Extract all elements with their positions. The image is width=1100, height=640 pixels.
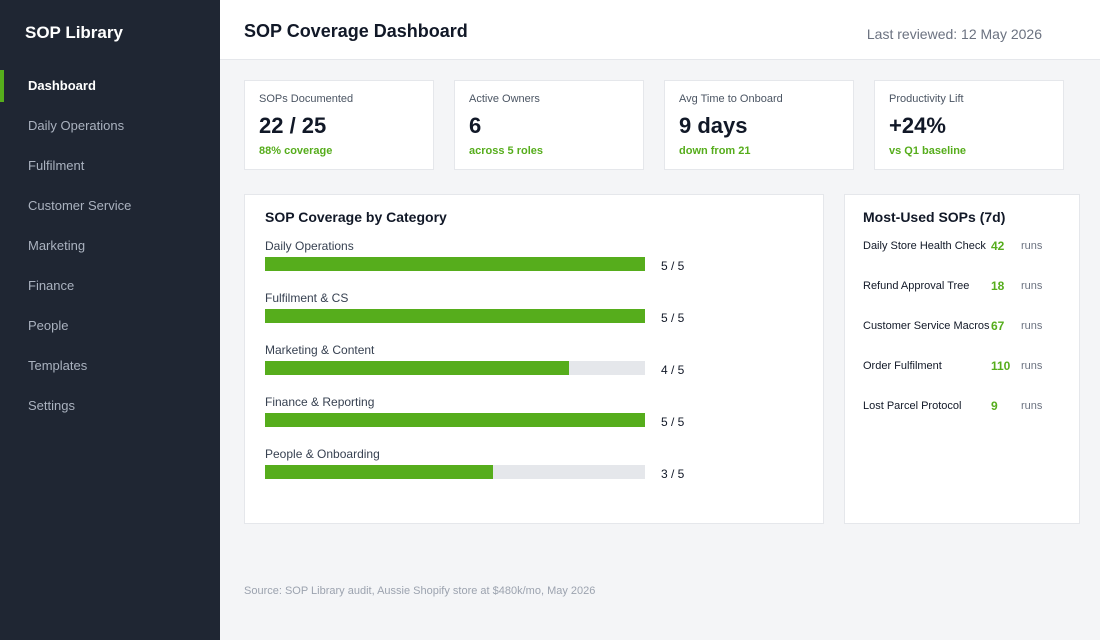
coverage-panel-title: SOP Coverage by Category <box>265 209 447 225</box>
sop-row[interactable]: Refund Approval Tree 18 runs <box>863 279 1063 296</box>
coverage-bar-fill <box>265 309 645 323</box>
category-label: Finance & Reporting <box>265 395 375 409</box>
coverage-bar-track <box>265 361 645 375</box>
coverage-bar-track <box>265 309 645 323</box>
sop-run-count: 18 <box>991 279 1005 293</box>
category-row-finance-reporting: Finance & Reporting 5 / 5 <box>265 395 705 435</box>
category-row-fulfilment-cs: Fulfilment & CS 5 / 5 <box>265 291 705 331</box>
sop-run-unit: runs <box>1021 400 1043 412</box>
sop-run-count: 110 <box>991 359 1011 373</box>
kpi-value: 22 / 25 <box>259 113 327 138</box>
category-label: Marketing & Content <box>265 343 375 357</box>
top-bar: SOP Coverage Dashboard Last reviewed: 12… <box>220 0 1100 60</box>
sop-run-count: 42 <box>991 239 1005 253</box>
sidebar-item-finance[interactable]: Finance <box>28 278 75 293</box>
coverage-bar-track <box>265 257 645 271</box>
category-score: 4 / 5 <box>661 363 685 377</box>
most-used-panel-title: Most-Used SOPs (7d) <box>863 209 1006 225</box>
kpi-value: +24% <box>889 113 946 138</box>
sop-run-count: 67 <box>991 319 1005 333</box>
brand-title: SOP Library <box>25 23 123 42</box>
category-label: Fulfilment & CS <box>265 291 349 305</box>
sidebar-item-marketing[interactable]: Marketing <box>28 238 86 253</box>
kpi-label: Productivity Lift <box>889 93 964 105</box>
kpi-value: 6 <box>469 113 482 138</box>
coverage-bar-fill <box>265 413 645 427</box>
coverage-bar-fill <box>265 257 645 271</box>
sop-name: Refund Approval Tree <box>863 280 970 292</box>
category-row-marketing-content: Marketing & Content 4 / 5 <box>265 343 705 383</box>
coverage-bar-track <box>265 465 645 479</box>
kpi-subtext: vs Q1 baseline <box>889 145 967 157</box>
category-score: 5 / 5 <box>661 311 685 325</box>
category-score: 3 / 5 <box>661 467 685 481</box>
coverage-bar-fill <box>265 361 569 375</box>
kpi-label: SOPs Documented <box>259 93 354 105</box>
kpi-subtext: across 5 roles <box>469 145 543 157</box>
sop-run-unit: runs <box>1021 320 1043 332</box>
kpi-card-sops-documented: SOPs Documented 22 / 25 88% coverage <box>244 80 434 170</box>
category-label: People & Onboarding <box>265 447 380 461</box>
sidebar-item-customer-service[interactable]: Customer Service <box>28 198 132 213</box>
kpi-card-productivity-lift: Productivity Lift +24% vs Q1 baseline <box>874 80 1064 170</box>
category-score: 5 / 5 <box>661 259 685 273</box>
sop-run-unit: runs <box>1021 240 1043 252</box>
sidebar-item-fulfilment[interactable]: Fulfilment <box>28 158 85 173</box>
sop-run-unit: runs <box>1021 280 1043 292</box>
category-label: Daily Operations <box>265 239 354 253</box>
sidebar-item-templates[interactable]: Templates <box>28 358 88 373</box>
kpi-card-active-owners: Active Owners 6 across 5 roles <box>454 80 644 170</box>
category-row-daily-operations: Daily Operations 5 / 5 <box>265 239 705 279</box>
sidebar-item-settings[interactable]: Settings <box>28 398 75 413</box>
category-score: 5 / 5 <box>661 415 685 429</box>
coverage-bar-fill <box>265 465 493 479</box>
sop-name: Order Fulfilment <box>863 360 942 372</box>
sop-row[interactable]: Customer Service Macros 67 runs <box>863 319 1063 336</box>
kpi-label: Avg Time to Onboard <box>679 93 783 105</box>
most-used-sops-panel: Most-Used SOPs (7d) Daily Store Health C… <box>844 194 1080 524</box>
sop-row[interactable]: Daily Store Health Check 42 runs <box>863 239 1063 256</box>
kpi-card-avg-time-to-onboard: Avg Time to Onboard 9 days down from 21 <box>664 80 854 170</box>
sop-run-count: 9 <box>991 399 998 413</box>
coverage-panel: SOP Coverage by Category Daily Operation… <box>244 194 824 524</box>
sidebar-item-dashboard[interactable]: Dashboard <box>0 66 220 106</box>
sop-row[interactable]: Order Fulfilment 110 runs <box>863 359 1063 376</box>
page-title: SOP Coverage Dashboard <box>244 21 468 41</box>
source-note: Source: SOP Library audit, Aussie Shopif… <box>244 585 596 597</box>
sidebar: SOP Library Dashboard Daily Operations F… <box>0 0 220 640</box>
sop-run-unit: runs <box>1021 360 1043 372</box>
sop-row[interactable]: Lost Parcel Protocol 9 runs <box>863 399 1063 416</box>
category-row-people-onboarding: People & Onboarding 3 / 5 <box>265 447 705 487</box>
kpi-subtext: 88% coverage <box>259 145 333 157</box>
sidebar-item-people[interactable]: People <box>28 318 69 333</box>
sop-name: Lost Parcel Protocol <box>863 400 962 412</box>
sidebar-item-daily-operations[interactable]: Daily Operations <box>28 118 125 133</box>
coverage-bar-track <box>265 413 645 427</box>
kpi-label: Active Owners <box>469 93 540 105</box>
kpi-value: 9 days <box>679 113 748 138</box>
sop-name: Customer Service Macros <box>863 320 990 332</box>
sop-name: Daily Store Health Check <box>863 240 986 252</box>
sidebar-nav: Dashboard Daily Operations Fulfilment Cu… <box>0 66 220 426</box>
kpi-subtext: down from 21 <box>679 145 751 157</box>
last-reviewed-text: Last reviewed: 12 May 2026 <box>866 26 1042 42</box>
